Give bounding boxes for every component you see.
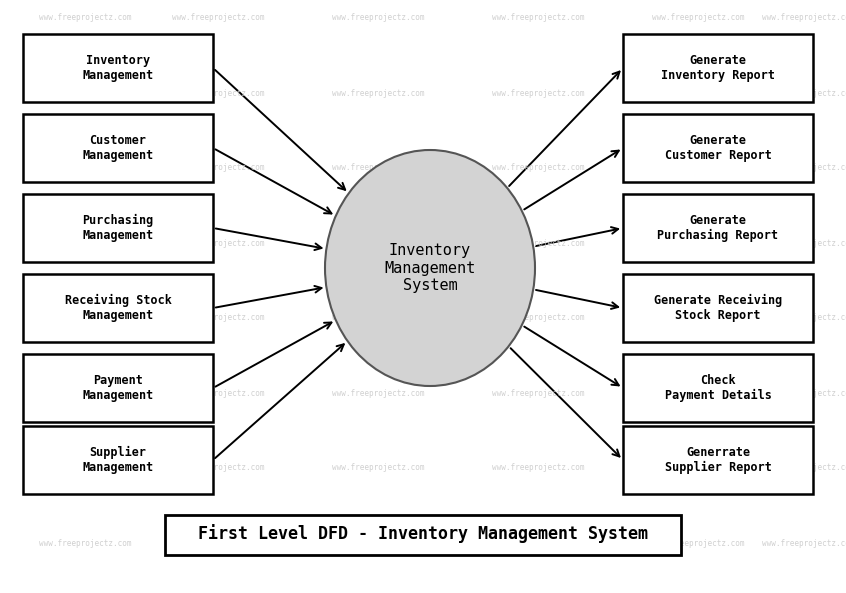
Text: www.freeprojectz.com: www.freeprojectz.com	[492, 164, 585, 173]
Text: Purchasing
Management: Purchasing Management	[82, 214, 154, 242]
Text: www.freeprojectz.com: www.freeprojectz.com	[761, 538, 846, 547]
FancyBboxPatch shape	[623, 354, 813, 422]
Text: Generate
Customer Report: Generate Customer Report	[665, 134, 772, 162]
FancyBboxPatch shape	[23, 34, 213, 102]
Text: Customer
Management: Customer Management	[82, 134, 154, 162]
FancyBboxPatch shape	[23, 354, 213, 422]
FancyBboxPatch shape	[165, 515, 681, 555]
FancyBboxPatch shape	[623, 34, 813, 102]
Text: www.freeprojectz.com: www.freeprojectz.com	[332, 464, 424, 473]
Text: www.freeprojectz.com: www.freeprojectz.com	[172, 314, 264, 323]
Text: www.freeprojectz.com: www.freeprojectz.com	[332, 164, 424, 173]
Text: www.freeprojectz.com: www.freeprojectz.com	[332, 14, 424, 23]
Text: www.freeprojectz.com: www.freeprojectz.com	[39, 464, 131, 473]
Text: www.freeprojectz.com: www.freeprojectz.com	[332, 314, 424, 323]
Text: www.freeprojectz.com: www.freeprojectz.com	[172, 464, 264, 473]
Text: First Level DFD - Inventory Management System: First Level DFD - Inventory Management S…	[198, 524, 648, 544]
Text: www.freeprojectz.com: www.freeprojectz.com	[172, 164, 264, 173]
Text: www.freeprojectz.com: www.freeprojectz.com	[39, 538, 131, 547]
FancyBboxPatch shape	[623, 194, 813, 262]
Text: Generate
Inventory Report: Generate Inventory Report	[661, 54, 775, 82]
Text: www.freeprojectz.com: www.freeprojectz.com	[651, 464, 744, 473]
Text: www.freeprojectz.com: www.freeprojectz.com	[172, 88, 264, 97]
Text: Inventory
Management: Inventory Management	[82, 54, 154, 82]
Text: www.freeprojectz.com: www.freeprojectz.com	[332, 238, 424, 247]
Text: www.freeprojectz.com: www.freeprojectz.com	[332, 88, 424, 97]
Text: www.freeprojectz.com: www.freeprojectz.com	[761, 164, 846, 173]
Text: www.freeprojectz.com: www.freeprojectz.com	[492, 88, 585, 97]
Text: Inventory
Management
System: Inventory Management System	[384, 243, 475, 293]
FancyBboxPatch shape	[623, 114, 813, 182]
Text: www.freeprojectz.com: www.freeprojectz.com	[651, 164, 744, 173]
Text: www.freeprojectz.com: www.freeprojectz.com	[332, 538, 424, 547]
Text: www.freeprojectz.com: www.freeprojectz.com	[39, 238, 131, 247]
Text: www.freeprojectz.com: www.freeprojectz.com	[761, 388, 846, 397]
Text: www.freeprojectz.com: www.freeprojectz.com	[172, 14, 264, 23]
Text: Payment
Management: Payment Management	[82, 374, 154, 402]
Text: www.freeprojectz.com: www.freeprojectz.com	[761, 14, 846, 23]
Text: www.freeprojectz.com: www.freeprojectz.com	[39, 164, 131, 173]
Text: www.freeprojectz.com: www.freeprojectz.com	[492, 388, 585, 397]
Text: Generate Receiving
Stock Report: Generate Receiving Stock Report	[654, 294, 782, 322]
Text: www.freeprojectz.com: www.freeprojectz.com	[492, 14, 585, 23]
Text: www.freeprojectz.com: www.freeprojectz.com	[761, 314, 846, 323]
Text: www.freeprojectz.com: www.freeprojectz.com	[172, 538, 264, 547]
Text: www.freeprojectz.com: www.freeprojectz.com	[651, 538, 744, 547]
Text: www.freeprojectz.com: www.freeprojectz.com	[172, 388, 264, 397]
Text: www.freeprojectz.com: www.freeprojectz.com	[39, 88, 131, 97]
Text: www.freeprojectz.com: www.freeprojectz.com	[39, 14, 131, 23]
Text: www.freeprojectz.com: www.freeprojectz.com	[39, 314, 131, 323]
Text: www.freeprojectz.com: www.freeprojectz.com	[492, 464, 585, 473]
Text: www.freeprojectz.com: www.freeprojectz.com	[39, 388, 131, 397]
Text: Generate
Purchasing Report: Generate Purchasing Report	[657, 214, 778, 242]
FancyBboxPatch shape	[23, 194, 213, 262]
Text: Generrate
Supplier Report: Generrate Supplier Report	[665, 446, 772, 474]
Ellipse shape	[325, 150, 535, 386]
Text: www.freeprojectz.com: www.freeprojectz.com	[651, 388, 744, 397]
Text: www.freeprojectz.com: www.freeprojectz.com	[761, 464, 846, 473]
Text: www.freeprojectz.com: www.freeprojectz.com	[332, 388, 424, 397]
FancyBboxPatch shape	[23, 114, 213, 182]
FancyBboxPatch shape	[623, 426, 813, 494]
Text: Supplier
Management: Supplier Management	[82, 446, 154, 474]
Text: www.freeprojectz.com: www.freeprojectz.com	[651, 238, 744, 247]
Text: Receiving Stock
Management: Receiving Stock Management	[64, 294, 172, 322]
Text: www.freeprojectz.com: www.freeprojectz.com	[761, 238, 846, 247]
Text: www.freeprojectz.com: www.freeprojectz.com	[492, 238, 585, 247]
Text: www.freeprojectz.com: www.freeprojectz.com	[651, 88, 744, 97]
FancyBboxPatch shape	[623, 274, 813, 342]
Text: www.freeprojectz.com: www.freeprojectz.com	[761, 88, 846, 97]
Text: www.freeprojectz.com: www.freeprojectz.com	[172, 238, 264, 247]
Text: www.freeprojectz.com: www.freeprojectz.com	[492, 314, 585, 323]
Text: www.freeprojectz.com: www.freeprojectz.com	[651, 14, 744, 23]
FancyBboxPatch shape	[23, 426, 213, 494]
Text: Check
Payment Details: Check Payment Details	[665, 374, 772, 402]
Text: www.freeprojectz.com: www.freeprojectz.com	[651, 314, 744, 323]
Text: www.freeprojectz.com: www.freeprojectz.com	[492, 538, 585, 547]
FancyBboxPatch shape	[23, 274, 213, 342]
